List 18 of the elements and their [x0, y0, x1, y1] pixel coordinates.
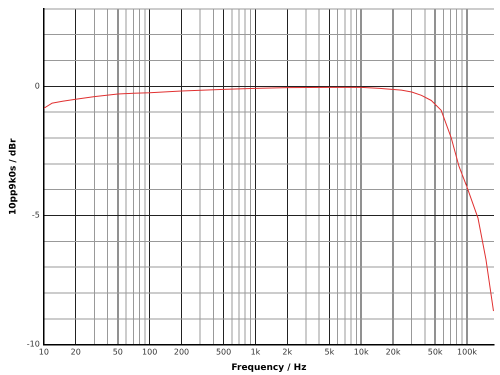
- y-tick-label: 0: [34, 81, 40, 90]
- x-tick-label: 10k: [354, 347, 369, 356]
- x-tick-label: 100: [142, 347, 158, 356]
- x-tick-label: 20k: [386, 347, 401, 356]
- x-tick-label: 500: [216, 347, 232, 356]
- x-tick-label: 50: [112, 347, 123, 356]
- x-tick-label: 10: [38, 347, 49, 356]
- x-tick-label: 50k: [428, 347, 443, 356]
- x-tick-label: 1k: [250, 347, 261, 356]
- x-tick-label: 20: [70, 347, 81, 356]
- x-axis-title: Frequency / Hz: [231, 362, 306, 373]
- x-tick-label: 100k: [457, 347, 478, 356]
- x-tick-label: 200: [174, 347, 190, 356]
- y-tick-label: -5: [32, 210, 40, 220]
- x-tick-label: 2k: [282, 347, 292, 356]
- x-tick-label: 5k: [324, 347, 335, 356]
- y-tick-label: -10: [26, 340, 40, 349]
- y-axis-title: 10pp9k0s / dBr: [8, 138, 19, 215]
